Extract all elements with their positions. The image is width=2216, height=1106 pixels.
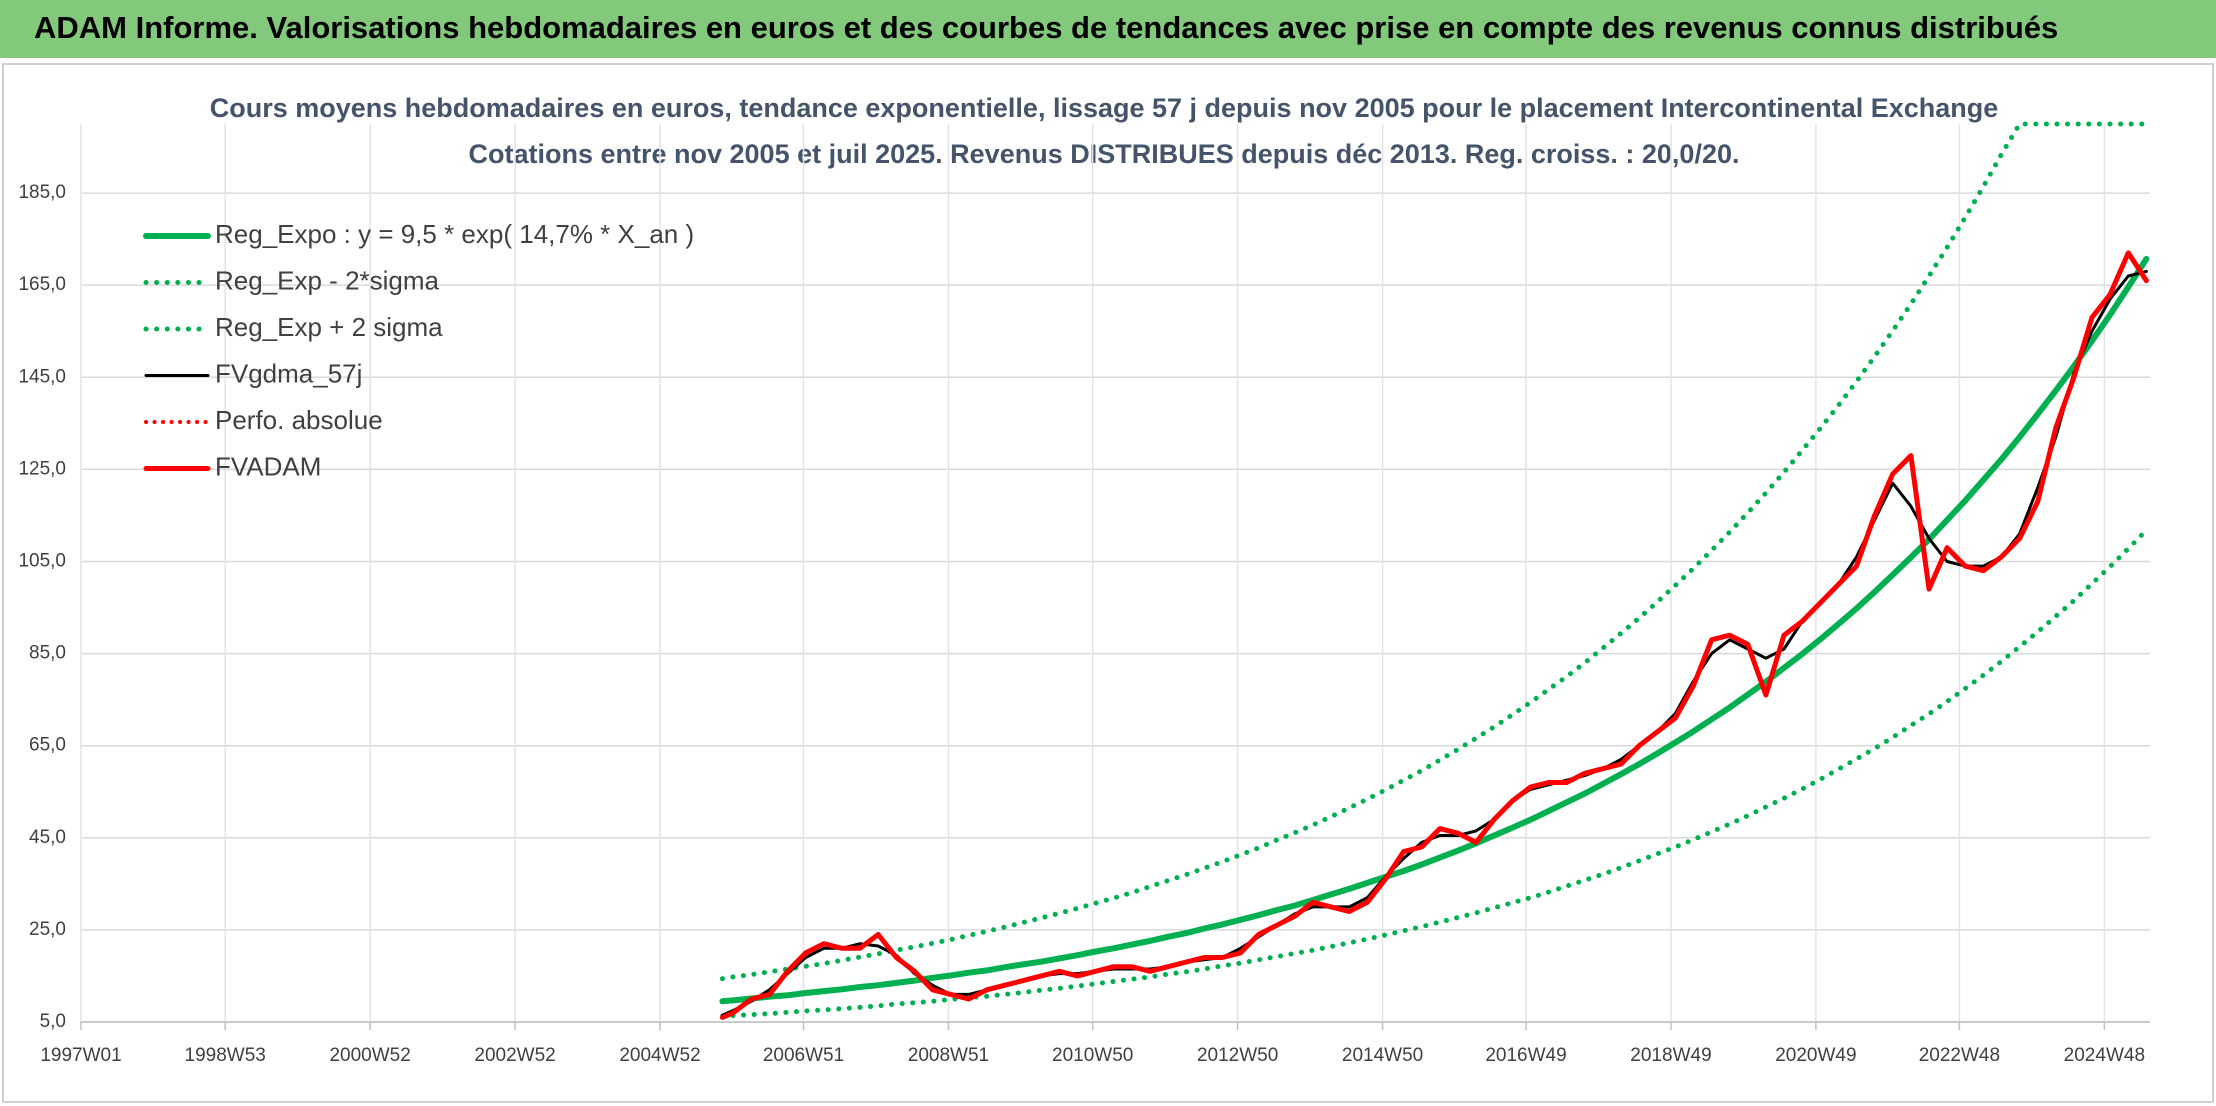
x-tick-label: 2000W52: [329, 1045, 410, 1066]
y-tick-label: 85,0: [29, 643, 66, 664]
y-tick-label: 165,0: [18, 274, 66, 295]
legend-label: Reg_Expo : y = 9,5 * exp( 14,7% * X_an ): [215, 219, 694, 249]
y-tick-label: 45,0: [29, 827, 66, 848]
x-tick-label: 2024W48: [2064, 1045, 2145, 1066]
x-tick-label: 2002W52: [474, 1045, 555, 1066]
x-tick-label: 2012W50: [1197, 1045, 1278, 1066]
chart-title: Cours moyens hebdomadaires en euros, ten…: [210, 93, 1999, 123]
series-line: [719, 255, 2150, 1005]
x-tick-label: 2020W49: [1775, 1045, 1856, 1066]
x-tick-label: 2022W48: [1919, 1045, 2000, 1066]
legend-label: FVADAM: [215, 451, 321, 481]
x-tick-label: 1997W01: [40, 1045, 121, 1066]
legend-label: Reg_Exp - 2*sigma: [215, 265, 440, 295]
y-tick-label: 25,0: [29, 919, 66, 940]
y-tick-label: 145,0: [18, 366, 66, 387]
chart-subtitle: Cotations entre nov 2005 et juil 2025. R…: [469, 139, 1740, 169]
chart-panel: [2, 63, 2214, 1103]
series-line: [719, 121, 2149, 982]
x-tick-label: 2014W50: [1342, 1045, 1423, 1066]
y-tick-label: 105,0: [18, 551, 66, 572]
x-tick-label: 2010W50: [1052, 1045, 1133, 1066]
x-tick-label: 2016W49: [1485, 1045, 1566, 1066]
x-tick-label: 1998W53: [185, 1045, 266, 1066]
y-tick-label: 185,0: [18, 182, 66, 203]
header-bar: [0, 0, 2216, 58]
x-tick-label: 2004W52: [619, 1045, 700, 1066]
x-tick-label: 2008W51: [908, 1045, 989, 1066]
legend-label: Reg_Exp + 2 sigma: [215, 312, 443, 342]
y-tick-label: 5,0: [40, 1011, 66, 1032]
series-line: [719, 250, 2149, 1020]
x-tick-label: 2006W51: [763, 1045, 844, 1066]
header-title: ADAM Informe. Valorisations hebdomadaire…: [34, 10, 2058, 45]
legend-label: FVgdma_57j: [215, 358, 362, 388]
y-tick-label: 65,0: [29, 735, 66, 756]
series-line: [719, 527, 2149, 1019]
legend-label: Perfo. absolue: [215, 405, 383, 435]
x-tick-label: 2018W49: [1630, 1045, 1711, 1066]
y-tick-label: 125,0: [18, 458, 66, 479]
